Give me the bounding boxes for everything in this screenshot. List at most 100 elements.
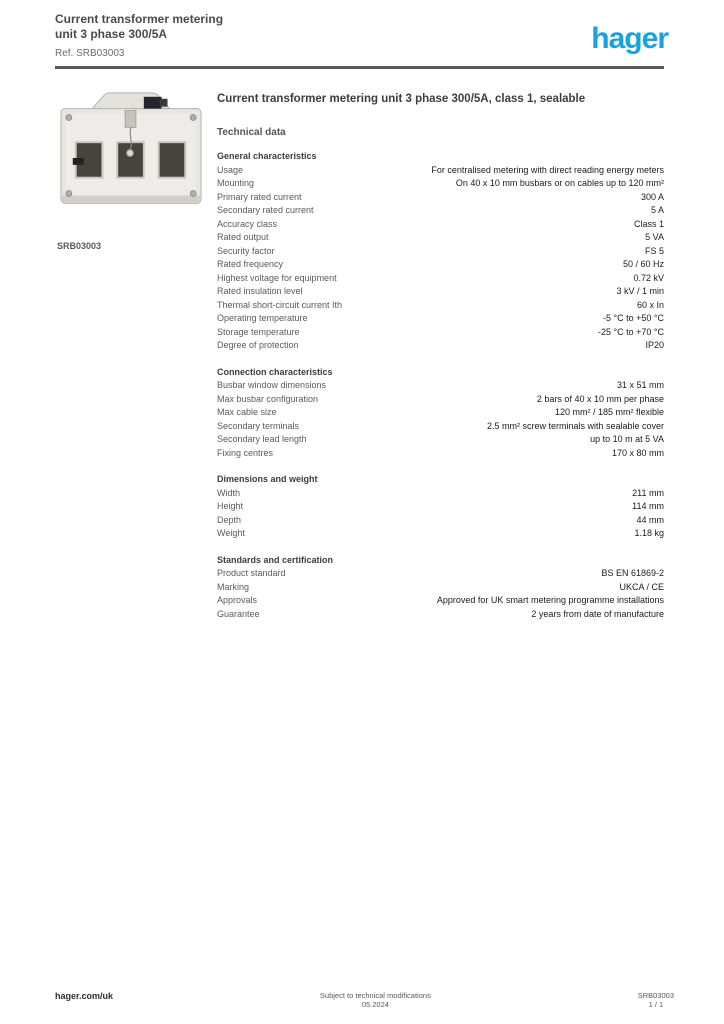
header-product-line2: unit 3 phase 300/5A (55, 27, 168, 41)
spec-value: 120 mm² / 185 mm² flexible (554, 407, 664, 417)
product-photo-caption: SRB03003 (57, 241, 102, 251)
spec-label: Guarantee (217, 608, 260, 619)
spec-section-header: Dimensions and weight (217, 474, 318, 484)
spec-row: Secondary rated current 5 A (217, 204, 664, 218)
spec-label: Security factor (217, 245, 275, 256)
spec-row: Max cable size 120 mm² / 185 mm² flexibl… (217, 406, 664, 420)
main-content: Current transformer metering unit 3 phas… (217, 92, 664, 621)
spec-value: Class 1 (633, 218, 664, 229)
spec-section-header: Standards and certification (217, 554, 334, 565)
spec-label: Depth (217, 514, 242, 525)
spec-table: General characteristics Usage For centra… (217, 150, 664, 621)
spec-value: 5 A (650, 205, 664, 215)
spec-value: 44 mm (636, 514, 664, 525)
spec-row: Rated output 5 VA (217, 231, 664, 245)
spec-label: Secondary rated current (217, 205, 314, 215)
spec-row: Product standard BS EN 61869-2 (217, 567, 664, 581)
spec-section-header: Connection characteristics (217, 366, 333, 377)
spec-row: Primary rated current 300 A (217, 191, 664, 205)
spec-section-header: General characteristics (217, 151, 317, 161)
spec-value: 170 x 80 mm (611, 447, 664, 458)
spec-label: Usage (217, 164, 244, 175)
spec-label: Height (217, 501, 244, 511)
spec-label: Operating temperature (217, 313, 308, 323)
spec-label: Secondary lead length (217, 434, 307, 444)
spec-label: Secondary terminals (217, 420, 300, 431)
spec-label: Mounting (217, 178, 255, 188)
spec-label: Primary rated current (217, 191, 302, 202)
spec-value: FS 5 (644, 245, 664, 256)
spec-label: Marking (217, 581, 250, 592)
spec-label: Rated output (217, 232, 269, 242)
spec-row: Secondary lead length up to 10 m at 5 VA (217, 433, 664, 447)
spec-label: Busbar window dimensions (217, 380, 327, 390)
spec-row: Thermal short-circuit current Ith 60 x I… (217, 299, 664, 313)
spec-value: 2 bars of 40 x 10 mm per phase (536, 393, 664, 404)
spec-row: Approvals Approved for UK smart metering… (217, 594, 664, 608)
footer-website-link[interactable]: hager.com/uk (55, 991, 114, 1001)
header-divider (55, 66, 664, 69)
spec-row: Secondary terminals 2.5 mm² screw termin… (217, 420, 664, 434)
spec-value: 300 A (640, 191, 664, 202)
spec-label: Degree of protection (217, 340, 299, 350)
spec-value: 60 x In (636, 299, 664, 310)
footer: hager.com/uk Subject to technical modifi… (55, 991, 674, 1009)
spec-value: UKCA / CE (619, 581, 664, 592)
spec-value: 2 years from date of manufacture (531, 608, 664, 619)
current-transformer-image (60, 92, 202, 204)
spec-value: 2.5 mm² screw terminals with sealable co… (486, 420, 664, 431)
spec-row: Rated frequency 50 / 60 Hz (217, 258, 664, 272)
header-product-line1: Current transformer metering (55, 12, 224, 26)
spec-row: Accuracy class Class 1 (217, 218, 664, 232)
spec-value: 3 kV / 1 min (616, 286, 664, 296)
section-subtitle: Technical data (217, 127, 286, 138)
spec-value: up to 10 m at 5 VA (590, 434, 664, 444)
spec-value: On 40 x 10 mm busbars or on cables up to… (455, 178, 664, 188)
spec-row: Height 114 mm (217, 500, 664, 514)
footer-note-line1: Subject to technical modifications (319, 991, 431, 1000)
spec-row: Weight 1.18 kg (217, 527, 664, 541)
spec-value: 31 x 51 mm (616, 380, 664, 390)
spec-label: Max busbar configuration (217, 393, 319, 404)
spec-row: Guarantee 2 years from date of manufactu… (217, 608, 664, 622)
header-product-block: Current transformer metering unit 3 phas… (55, 12, 315, 60)
spec-row: Highest voltage for equipment 0.72 kV (217, 272, 664, 286)
footer-note: Subject to technical modifications 05.20… (320, 991, 431, 1009)
spec-label: Weight (217, 528, 245, 538)
spec-value: 1.18 kg (634, 528, 664, 538)
spec-row: Usage For centralised metering with dire… (217, 164, 664, 178)
spec-value: BS EN 61869-2 (601, 568, 664, 578)
footer-page-ref: SRB03003 (637, 991, 674, 1000)
spec-value: 211 mm (632, 487, 664, 498)
spec-row: Mounting On 40 x 10 mm busbars or on cab… (217, 177, 664, 191)
spec-row: Max busbar configuration 2 bars of 40 x … (217, 393, 664, 407)
spec-value: 5 VA (645, 232, 664, 242)
spec-label: Thermal short-circuit current Ith (217, 299, 343, 310)
spec-label: Max cable size (217, 407, 277, 417)
spec-row: Busbar window dimensions 31 x 51 mm (217, 379, 664, 393)
spec-row: Security factor FS 5 (217, 245, 664, 259)
spec-value: For centralised metering with direct rea… (431, 164, 664, 175)
spec-row: Fixing centres 170 x 80 mm (217, 447, 664, 461)
spec-label: Rated insulation level (217, 286, 303, 296)
spec-label: Storage temperature (217, 326, 300, 337)
spec-value: IP20 (645, 340, 664, 350)
footer-page-block: SRB03003 1 / 1 (638, 991, 674, 1009)
spec-label: Approvals (217, 595, 258, 605)
spec-value: 114 mm (632, 501, 664, 511)
spec-value: Approved for UK smart metering programme… (436, 595, 664, 605)
spec-row: Rated insulation level 3 kV / 1 min (217, 285, 664, 299)
spec-label: Highest voltage for equipment (217, 272, 337, 283)
header-product-reference: Ref. SRB03003 (55, 48, 125, 59)
spec-row: Width 211 mm (217, 487, 664, 501)
spec-row: Marking UKCA / CE (217, 581, 664, 595)
spec-label: Width (217, 487, 241, 498)
spec-label: Fixing centres (217, 447, 274, 458)
footer-page-number: 1 / 1 (648, 1000, 664, 1009)
spec-label: Product standard (217, 568, 286, 578)
spec-row: Storage temperature -25 °C to +70 °C (217, 326, 664, 340)
spec-row: Degree of protection IP20 (217, 339, 664, 353)
product-photo (57, 86, 205, 226)
spec-value: -5 °C to +50 °C (603, 313, 664, 323)
